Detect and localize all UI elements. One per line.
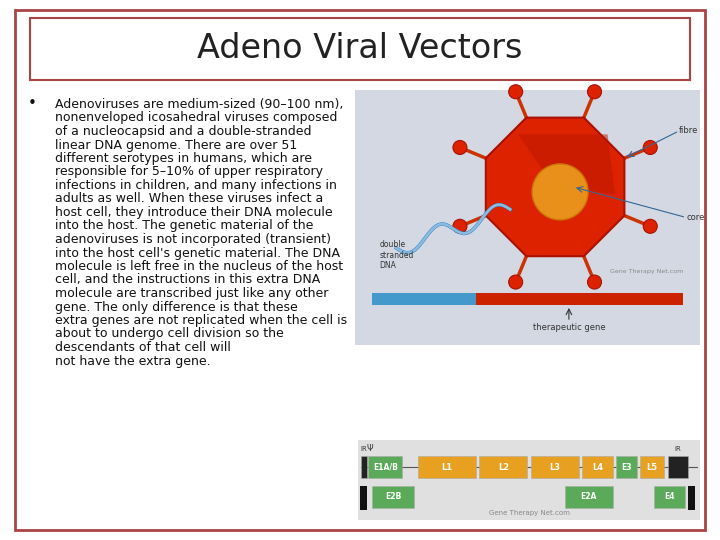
Text: fibre: fibre [679, 126, 698, 136]
Bar [654, 485, 685, 508]
Bar [30, 18, 690, 80]
Text: adenoviruses is not incorporated (transient): adenoviruses is not incorporated (transi… [55, 233, 331, 246]
Bar [582, 456, 613, 478]
Bar [368, 456, 402, 478]
Circle shape [588, 85, 601, 99]
Circle shape [643, 140, 657, 154]
Text: of a nucleocapsid and a double-stranded: of a nucleocapsid and a double-stranded [55, 125, 312, 138]
Text: L2: L2 [498, 463, 509, 472]
Polygon shape [486, 118, 624, 256]
Text: L4: L4 [592, 463, 603, 472]
Bar [531, 456, 579, 478]
Text: double
stranded
DNA: double stranded DNA [379, 240, 413, 270]
Bar [358, 440, 700, 520]
Text: Adeno Viral Vectors: Adeno Viral Vectors [197, 32, 523, 65]
Text: L1: L1 [441, 463, 452, 472]
Text: linear DNA genome. There are over 51: linear DNA genome. There are over 51 [55, 138, 297, 152]
Bar [372, 293, 476, 305]
Circle shape [509, 275, 523, 289]
Bar [480, 456, 527, 478]
Bar [372, 485, 415, 508]
Text: different serotypes in humans, which are: different serotypes in humans, which are [55, 152, 312, 165]
Text: E1A/B: E1A/B [373, 463, 397, 472]
Text: E4: E4 [664, 492, 675, 501]
Bar [616, 456, 636, 478]
Bar [667, 456, 688, 478]
Text: Ψ: Ψ [366, 444, 373, 453]
Polygon shape [518, 134, 615, 194]
Text: nonenveloped icosahedral viruses composed: nonenveloped icosahedral viruses compose… [55, 111, 338, 125]
Text: descendants of that cell will: descendants of that cell will [55, 341, 231, 354]
Bar [355, 90, 700, 345]
Text: infections in children, and many infections in: infections in children, and many infecti… [55, 179, 337, 192]
Text: Adenoviruses are medium-sized (90–100 nm),: Adenoviruses are medium-sized (90–100 nm… [55, 98, 343, 111]
Text: molecule are transcribed just like any other: molecule are transcribed just like any o… [55, 287, 328, 300]
Text: •: • [28, 96, 37, 111]
Text: core: core [686, 213, 705, 222]
Text: responsible for 5–10% of upper respiratory: responsible for 5–10% of upper respirato… [55, 165, 323, 179]
Bar [565, 485, 613, 508]
Text: Gene Therapy Net.com: Gene Therapy Net.com [489, 510, 570, 516]
Text: adults as well. When these viruses infect a: adults as well. When these viruses infec… [55, 192, 323, 206]
Text: into the host. The genetic material of the: into the host. The genetic material of t… [55, 219, 313, 233]
Text: cell, and the instructions in this extra DNA: cell, and the instructions in this extra… [55, 273, 320, 287]
Text: host cell, they introduce their DNA molecule: host cell, they introduce their DNA mole… [55, 206, 333, 219]
Bar [476, 293, 683, 305]
Bar [418, 456, 476, 478]
Text: L3: L3 [549, 463, 560, 472]
Text: into the host cell's genetic material. The DNA: into the host cell's genetic material. T… [55, 246, 340, 260]
Circle shape [453, 140, 467, 154]
Text: therapeutic gene: therapeutic gene [533, 323, 606, 332]
Text: E2B: E2B [385, 492, 401, 501]
Text: gene. The only difference is that these: gene. The only difference is that these [55, 300, 298, 314]
Text: E2A: E2A [580, 492, 597, 501]
Text: L5: L5 [647, 463, 657, 472]
Bar [688, 487, 695, 510]
Bar [361, 456, 366, 478]
Bar [360, 487, 366, 510]
Text: Gene Therapy Net.com: Gene Therapy Net.com [610, 268, 683, 274]
Text: extra genes are not replicated when the cell is: extra genes are not replicated when the … [55, 314, 347, 327]
Bar [640, 456, 664, 478]
Text: molecule is left free in the nucleus of the host: molecule is left free in the nucleus of … [55, 260, 343, 273]
Circle shape [588, 275, 601, 289]
Circle shape [532, 164, 588, 220]
Text: IR: IR [361, 446, 367, 452]
Text: E3: E3 [621, 463, 631, 472]
Circle shape [643, 219, 657, 233]
Circle shape [453, 219, 467, 233]
Circle shape [509, 85, 523, 99]
Text: about to undergo cell division so the: about to undergo cell division so the [55, 327, 284, 341]
Text: not have the extra gene.: not have the extra gene. [55, 354, 211, 368]
Text: IR: IR [675, 446, 681, 452]
